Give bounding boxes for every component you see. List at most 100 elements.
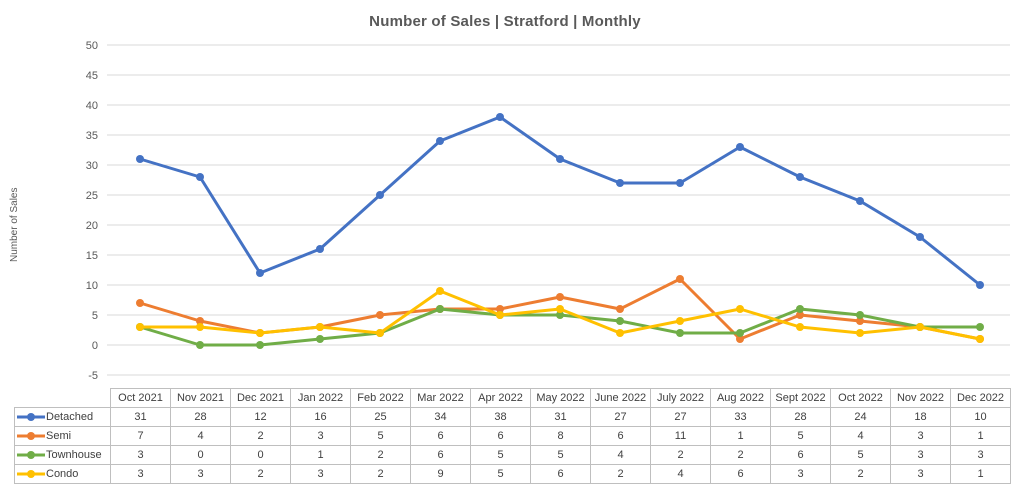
value-cell: 6 — [410, 426, 471, 446]
data-point-marker-semi — [676, 275, 684, 283]
value-cell: 3 — [290, 426, 351, 446]
series-name-label: Semi — [46, 430, 72, 442]
month-header-cell: Oct 2022 — [830, 388, 891, 408]
value-cell: 9 — [410, 464, 471, 484]
value-cell: 24 — [830, 407, 891, 427]
value-cell: 18 — [890, 407, 951, 427]
table-corner-cell — [14, 388, 111, 408]
data-point-marker-detached — [196, 173, 204, 181]
legend-key-icon — [17, 451, 45, 459]
data-table: Oct 2021 Nov 2021 Dec 2021 Jan 2022 Feb 2022… — [14, 388, 1011, 484]
y-tick-label: 35 — [86, 130, 98, 142]
y-tick-label: 10 — [86, 280, 98, 292]
data-point-marker-semi — [796, 311, 804, 319]
data-point-marker-townhouse — [676, 329, 684, 337]
series-label: Semi — [16, 430, 109, 442]
data-point-marker-condo — [556, 305, 564, 313]
month-header-cell: Nov 2021 — [170, 388, 231, 408]
value-cell: 6 — [530, 464, 591, 484]
value-cell: 34 — [410, 407, 471, 427]
y-tick-label: 40 — [86, 100, 98, 112]
value-cell: 6 — [770, 445, 831, 465]
value-cell: 2 — [830, 464, 891, 484]
data-point-marker-semi — [376, 311, 384, 319]
table-row-detached: Detached 31 28 12 16 25 34 38 31 27 27 33 28 24 18 10 — [14, 407, 1011, 427]
data-point-marker-condo — [376, 329, 384, 337]
value-cell: 5 — [470, 445, 531, 465]
value-cell: 28 — [170, 407, 231, 427]
data-point-marker-condo — [736, 305, 744, 313]
value-cell: 12 — [230, 407, 291, 427]
series-name-label: Townhouse — [46, 449, 102, 461]
series-label-cell: Townhouse — [14, 445, 111, 465]
data-point-marker-detached — [556, 155, 564, 163]
series-label-cell: Semi — [14, 426, 111, 446]
value-cell: 1 — [950, 426, 1011, 446]
value-cell: 16 — [290, 407, 351, 427]
value-cell: 1 — [950, 464, 1011, 484]
data-point-marker-condo — [196, 323, 204, 331]
series-line-detached — [138, 115, 982, 287]
y-tick-label: 20 — [86, 220, 98, 232]
data-point-marker-detached — [496, 113, 504, 121]
series-label: Detached — [16, 411, 109, 423]
month-header-cell: Dec 2022 — [950, 388, 1011, 408]
value-cell: 3 — [890, 464, 951, 484]
data-point-marker-detached — [376, 191, 384, 199]
data-point-marker-detached — [676, 179, 684, 187]
series-label: Townhouse — [16, 449, 109, 461]
value-cell: 3 — [170, 464, 231, 484]
table-header-row: Oct 2021 Nov 2021 Dec 2021 Jan 2022 Feb 2022… — [14, 388, 1011, 408]
line-chart-plot-area: -5 0 5 10 15 20 25 30 35 40 45 50 — [86, 40, 1010, 382]
data-point-marker-townhouse — [796, 305, 804, 313]
data-point-marker-townhouse — [856, 311, 864, 319]
value-cell: 38 — [470, 407, 531, 427]
month-header-cell: Feb 2022 — [350, 388, 411, 408]
data-point-marker-condo — [616, 329, 624, 337]
value-cell: 3 — [290, 464, 351, 484]
value-cell: 3 — [950, 445, 1011, 465]
data-point-marker-townhouse — [316, 335, 324, 343]
month-header-cell: Oct 2021 — [110, 388, 171, 408]
data-point-marker-condo — [916, 323, 924, 331]
month-header-cell: Mar 2022 — [410, 388, 471, 408]
data-point-marker-townhouse — [436, 305, 444, 313]
value-cell: 31 — [530, 407, 591, 427]
month-header-cell: July 2022 — [650, 388, 711, 408]
data-point-marker-townhouse — [976, 323, 984, 331]
value-cell: 28 — [770, 407, 831, 427]
value-cell: 5 — [770, 426, 831, 446]
data-point-marker-semi — [496, 305, 504, 313]
data-point-marker-semi — [556, 293, 564, 301]
data-point-marker-townhouse — [736, 329, 744, 337]
value-cell: 5 — [350, 426, 411, 446]
value-cell: 0 — [170, 445, 231, 465]
value-cell: 3 — [110, 445, 171, 465]
value-cell: 1 — [290, 445, 351, 465]
legend-key-icon — [17, 413, 45, 421]
y-tick-label: 45 — [86, 70, 98, 82]
data-point-marker-townhouse — [256, 341, 264, 349]
data-point-marker-condo — [496, 311, 504, 319]
table-row-townhouse: Townhouse 3 0 0 1 2 6 5 5 4 2 2 6 5 3 3 — [14, 445, 1011, 465]
data-point-marker-detached — [916, 233, 924, 241]
data-point-marker-condo — [676, 317, 684, 325]
series-label-cell: Detached — [14, 407, 111, 427]
value-cell: 5 — [530, 445, 591, 465]
value-cell: 4 — [590, 445, 651, 465]
series-name-label: Condo — [46, 468, 79, 480]
data-point-marker-condo — [316, 323, 324, 331]
data-point-marker-semi — [136, 299, 144, 307]
value-cell: 8 — [530, 426, 591, 446]
month-header-cell: Aug 2022 — [710, 388, 771, 408]
data-point-marker-detached — [436, 137, 444, 145]
value-cell: 2 — [350, 445, 411, 465]
month-header-cell: Dec 2021 — [230, 388, 291, 408]
y-tick-label: 5 — [92, 310, 98, 322]
chart-title: Number of Sales | Stratford | Monthly — [369, 13, 641, 30]
data-point-marker-detached — [256, 269, 264, 277]
value-cell: 33 — [710, 407, 771, 427]
series-name-label: Detached — [46, 411, 94, 423]
value-cell: 2 — [230, 464, 291, 484]
